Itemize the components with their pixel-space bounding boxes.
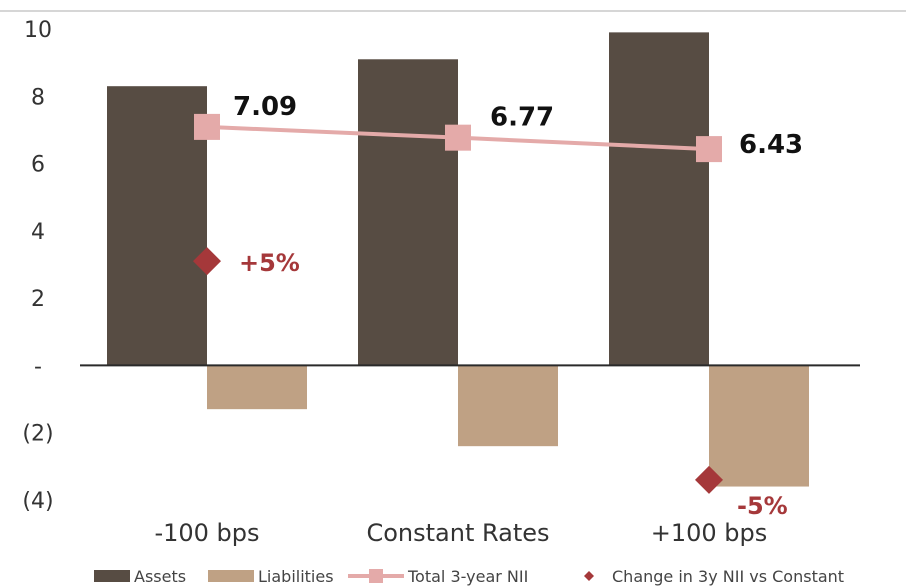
- y-tick-label: 2: [31, 287, 45, 312]
- change-marker: [695, 465, 723, 494]
- nii-point: [696, 136, 722, 163]
- legend-label-liabilities: Liabilities: [258, 567, 334, 586]
- y-tick-label: (2): [22, 422, 53, 447]
- change-markers: +5% -5%: [193, 247, 788, 520]
- legend-swatch-liabilities: [208, 570, 254, 582]
- legend-swatch-assets: [94, 570, 130, 582]
- nii-data-label: 7.09: [233, 92, 297, 122]
- assets-bar: [358, 59, 458, 366]
- assets-bar: [107, 86, 207, 366]
- nii-data-label: 6.77: [490, 103, 554, 133]
- y-tick-label: (4): [22, 489, 53, 514]
- y-tick-label: 6: [31, 153, 45, 178]
- legend-swatch-nii-point: [369, 569, 383, 583]
- liabilities-bar: [709, 365, 809, 487]
- assets-bar: [609, 32, 709, 366]
- y-axis: 10 8 6 4 2 - (2) (4): [22, 18, 53, 514]
- y-tick-label: 10: [24, 18, 52, 43]
- legend: Assets Liabilities Total 3-year NII Change …: [94, 567, 844, 586]
- change-marker: [193, 247, 221, 276]
- legend-label-change: Change in 3y NII vs Constant: [612, 567, 844, 586]
- y-tick-label: 4: [31, 220, 45, 245]
- change-data-label: +5%: [239, 249, 300, 277]
- nii-point: [445, 124, 471, 151]
- nii-data-label: 6.43: [739, 130, 803, 160]
- bars: [107, 32, 809, 487]
- nii-line-series: 7.09 6.77 6.43: [194, 92, 803, 163]
- nii-point: [194, 113, 220, 140]
- legend-label-assets: Assets: [134, 567, 186, 586]
- liabilities-bar: [207, 365, 307, 410]
- x-category-label: -100 bps: [154, 519, 259, 547]
- y-tick-label: 8: [31, 85, 45, 110]
- x-axis: -100 bps Constant Rates +100 bps: [154, 519, 767, 547]
- legend-label-nii: Total 3-year NII: [407, 567, 528, 586]
- y-tick-label: -: [34, 354, 42, 379]
- liabilities-bar: [458, 365, 558, 447]
- x-category-label: Constant Rates: [366, 519, 549, 547]
- legend-swatch-change: [584, 571, 594, 581]
- x-category-label: +100 bps: [651, 519, 768, 547]
- change-data-label: -5%: [737, 492, 788, 520]
